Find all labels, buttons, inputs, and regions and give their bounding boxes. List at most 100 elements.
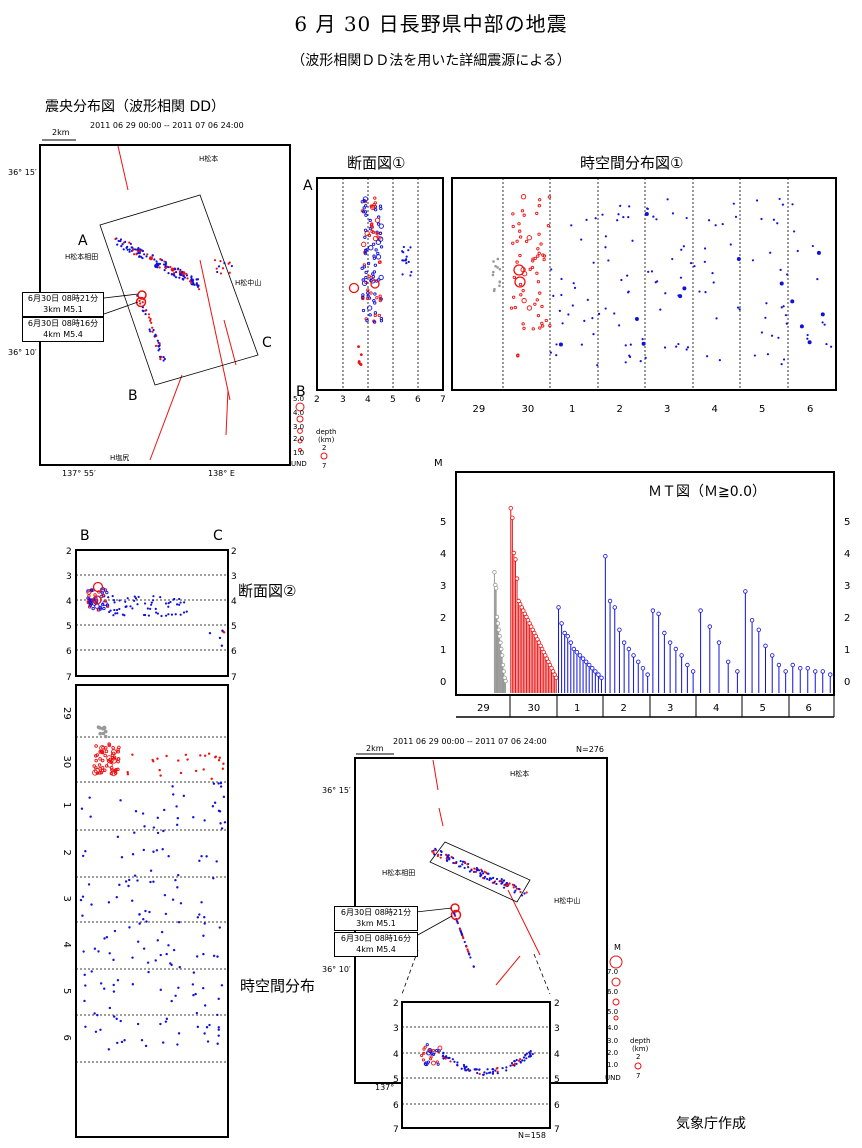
cross1-point [362,206,366,210]
st1-point [628,205,631,208]
cross2-point [129,605,132,608]
st2-point [218,756,221,759]
st1-point [518,235,523,239]
cross2-point [124,600,127,603]
cross1-point [373,311,378,315]
map2-point [511,883,514,886]
st1-point [520,209,525,213]
mt-bar-head [493,585,499,591]
map2-sec-point [519,1061,522,1064]
cross1-point [365,319,369,323]
st2-point [113,929,117,933]
st2-point [205,1026,209,1029]
st2-point [170,963,173,967]
cross1-heading: 断面図① [347,154,406,172]
map2-sec-point [525,1052,528,1055]
cross2-point [102,606,106,611]
mt-heading: ＭＴ図（Ｍ≧0.0） [648,484,766,500]
cross1-point [374,208,378,212]
st2-point [103,987,106,990]
mt-bar-head [763,643,768,648]
st1-point [513,305,517,310]
st2-point [96,1013,99,1017]
map2-point [459,928,462,931]
st2-point [142,947,146,950]
st2-point [156,757,159,760]
st2-point [218,926,221,929]
st1-point [512,295,516,299]
st2-point [143,825,146,828]
st2-point [141,812,145,815]
map1-point [148,328,151,331]
st2-point [165,754,168,758]
cross2-point [147,614,151,617]
st1-point [518,253,522,258]
st1-point [712,281,715,284]
map1-point [163,357,166,361]
map2-point [520,894,524,897]
st2-point [103,753,107,758]
st1-point [738,308,741,311]
map2-sec-point [485,1072,488,1075]
st1-point [654,281,657,284]
st1-point [607,259,610,262]
st1-point [533,302,537,306]
map2-sec-point [449,1060,452,1063]
map1-point [190,281,193,284]
st2-heading: 時空間分布 [240,977,316,995]
st2-point [203,1004,207,1007]
cross1-point [375,254,382,260]
st2-point [175,805,178,808]
cross1-point [368,313,372,317]
st1-point [526,235,532,241]
mt-bar-head [805,665,810,671]
map2-sec-point [456,1063,459,1067]
map2-point [485,871,488,874]
st1-point [703,247,707,250]
mt-bar-head [496,627,501,632]
cross1-point [375,239,382,245]
map1-point [164,264,167,268]
cross1-xtick: 3 [340,395,346,405]
map2-point [525,891,528,894]
st1-point [629,343,632,346]
st1-point [626,274,629,277]
st2-point [192,815,195,819]
st2-point [123,1039,126,1042]
st2-point [115,896,118,899]
mt-bar-head [726,659,731,664]
map1-heading: 震央分布図（波形相関 DD） [45,99,226,115]
map2-lat-top: 36° 15′ [322,786,351,795]
st1-point [685,348,688,351]
map2-point [512,886,515,889]
st1-point [540,324,545,328]
cross2-point [101,593,105,597]
st2-point [195,955,199,958]
map2-sec-point [481,1073,485,1076]
map2-sec-point [441,1055,444,1058]
st2-point [81,854,85,858]
st2-point [116,757,121,761]
map1-point [158,266,161,269]
cross1-point [362,265,366,269]
map2-sec-point [531,1052,534,1056]
st2-point [156,831,160,835]
mt-bar-head [790,662,795,668]
map2-point [480,870,484,873]
map2-point [468,870,472,873]
mt-bar-head [656,611,661,616]
st1-point [537,251,541,255]
legend2-m3: 3.0 [607,1037,618,1045]
map1-point [149,317,152,321]
mt-bar-head [735,669,740,674]
map1-point [143,253,146,256]
svg-text:depth: depth [630,1037,650,1045]
map2-sec-point [496,1066,499,1070]
legend1-m1: 1.0 [293,449,304,457]
map1-point [228,261,231,264]
map1-station-nakayama: H松中山 [235,278,261,287]
map1-mainshock-1 [137,290,147,300]
st1-point [536,247,540,251]
st2-point [93,1012,96,1015]
map2-sec-point [528,1051,531,1054]
